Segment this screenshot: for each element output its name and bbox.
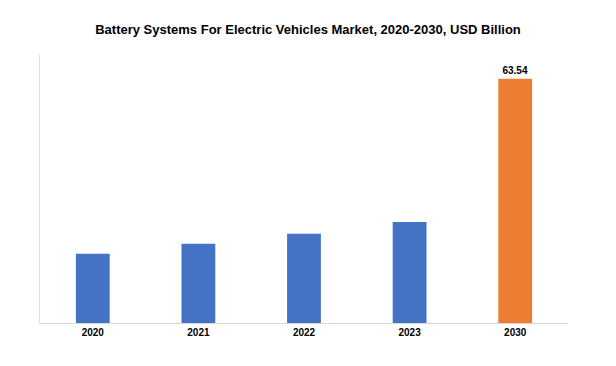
svg-text:Battery Systems For Electric V: Battery Systems For Electric Vehicles Ma…: [95, 22, 521, 37]
svg-text:2023: 2023: [398, 327, 421, 338]
svg-text:2021: 2021: [187, 327, 210, 338]
svg-text:2022: 2022: [293, 327, 316, 338]
svg-text:2020: 2020: [82, 327, 105, 338]
svg-text:63.54: 63.54: [502, 65, 527, 76]
svg-text:2030: 2030: [504, 327, 527, 338]
